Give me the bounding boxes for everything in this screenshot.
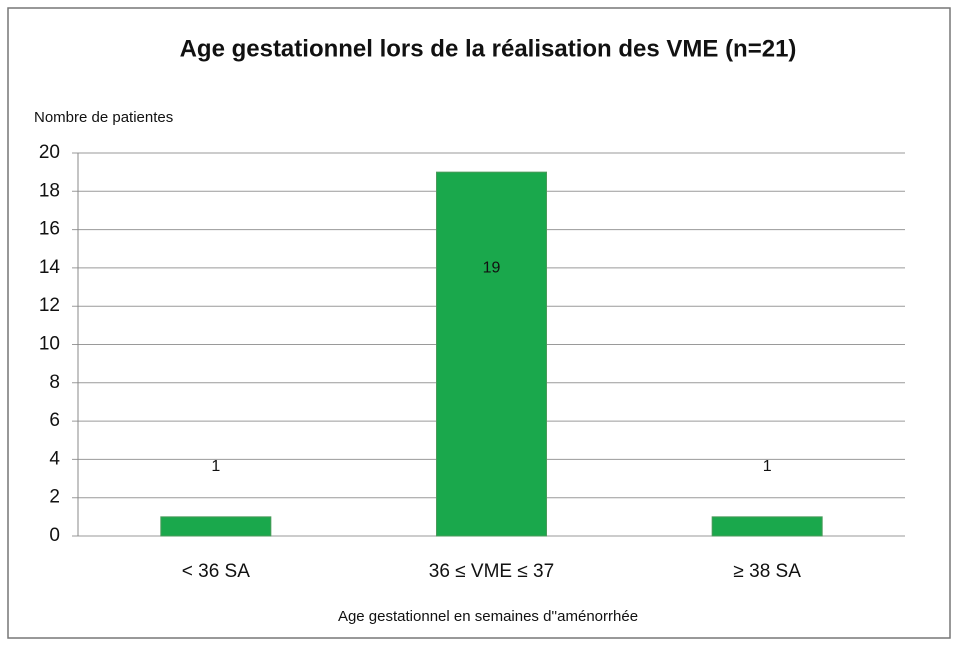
y-tick-label: 12: [39, 295, 60, 316]
bar: [160, 516, 272, 537]
bar: [711, 516, 823, 537]
y-tick-label: 6: [49, 410, 60, 431]
y-tick-label: 16: [39, 219, 60, 240]
x-axis-label: Age gestationnel en semaines d''aménorrh…: [338, 608, 638, 625]
y-tick-label: 4: [49, 448, 60, 469]
y-axis-label: Nombre de patientes: [34, 109, 173, 126]
x-tick-label: ≥ 38 SA: [733, 561, 801, 582]
data-label: 1: [763, 458, 772, 475]
y-tick-label: 0: [49, 525, 60, 546]
y-tick-label: 2: [49, 487, 60, 508]
y-tick-label: 14: [39, 257, 61, 278]
data-label: 19: [483, 259, 501, 276]
y-tick-label: 8: [49, 372, 60, 393]
bar: [436, 171, 547, 537]
chart-title: Age gestationnel lors de la réalisation …: [180, 35, 797, 62]
y-tick-label: 20: [39, 142, 60, 163]
y-tick-label: 10: [39, 334, 60, 355]
y-tick-label: 18: [39, 180, 60, 201]
data-label: 1: [211, 458, 220, 475]
x-tick-label: 36 ≤ VME ≤ 37: [429, 561, 554, 582]
x-tick-label: < 36 SA: [182, 561, 250, 582]
